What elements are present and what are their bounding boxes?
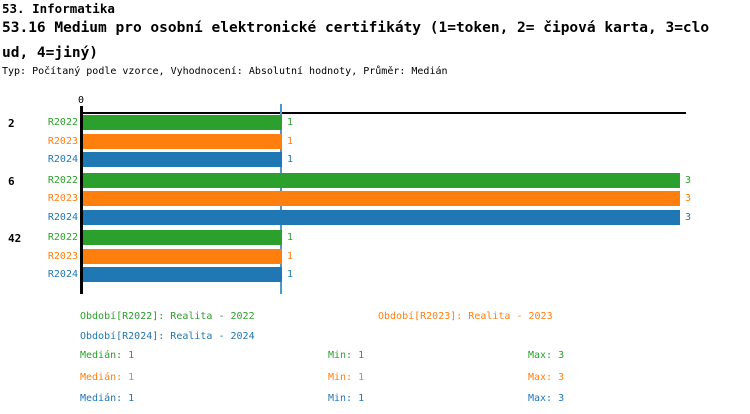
legend-item-2: Období[R2024]: Realita - 2024: [80, 331, 255, 342]
bar-R2023-group-2: [83, 133, 282, 149]
question-title: 53.16 Medium pro osobní elektronické cer…: [2, 20, 710, 61]
legend-item-1: Období[R2023]: Realita - 2023: [378, 311, 553, 322]
series-label: R2023: [47, 193, 78, 204]
bar-R2022-group-42: [83, 230, 282, 245]
bar-R2023-group-42: [83, 248, 282, 264]
bar-value-label: 1: [287, 154, 294, 165]
bar-value-label: 1: [287, 232, 294, 243]
x-axis-line: [80, 112, 686, 114]
stat-min-R2023: Min: 1: [328, 372, 365, 383]
series-label: R2024: [47, 211, 78, 223]
bar-value-label: 1: [287, 250, 294, 262]
bar-value-label: 3: [685, 193, 692, 204]
stat-max-R2022: Max: 3: [528, 350, 565, 361]
bar-R2024-group-2: [83, 152, 282, 167]
stat-max-R2024: Max: 3: [528, 393, 565, 404]
chart-meta-info: Typ: Počítaný podle vzorce, Vyhodnocení:…: [2, 66, 448, 77]
legend-item-0: Období[R2022]: Realita - 2022: [80, 311, 255, 322]
bar-value-label: 1: [287, 135, 294, 147]
series-label: R2022: [47, 174, 78, 186]
group-label-6: 6: [8, 174, 15, 188]
stat-min-R2022: Min: 1: [328, 350, 365, 361]
bar-R2023-group-6: [83, 191, 680, 206]
series-label: R2022: [47, 232, 78, 243]
stat-median-R2023: Medián: 1: [80, 372, 135, 383]
bar-value-label: 3: [685, 211, 692, 223]
series-label: R2024: [47, 269, 78, 280]
bar-value-label: 1: [287, 117, 294, 128]
bar-R2022-group-6: [83, 172, 680, 188]
y-axis-line: [80, 106, 83, 294]
stat-median-R2022: Medián: 1: [80, 350, 135, 361]
group-label-2: 2: [8, 117, 15, 130]
series-label: R2022: [47, 117, 78, 128]
bar-R2024-group-42: [83, 267, 282, 282]
group-label-42: 42: [8, 232, 22, 245]
bar-R2022-group-2: [83, 115, 282, 130]
bar-R2024-group-6: [83, 209, 680, 225]
bar-value-label: 1: [287, 269, 294, 280]
stat-max-R2023: Max: 3: [528, 372, 565, 383]
x-axis-zero-tick-label: 0: [77, 95, 85, 106]
series-label: R2024: [47, 154, 78, 165]
stat-median-R2024: Medián: 1: [80, 393, 135, 404]
stat-min-R2024: Min: 1: [328, 393, 365, 404]
section-title: 53. Informatika: [2, 1, 115, 16]
series-label: R2023: [47, 250, 78, 262]
series-label: R2023: [47, 135, 78, 147]
bar-value-label: 3: [685, 174, 692, 186]
